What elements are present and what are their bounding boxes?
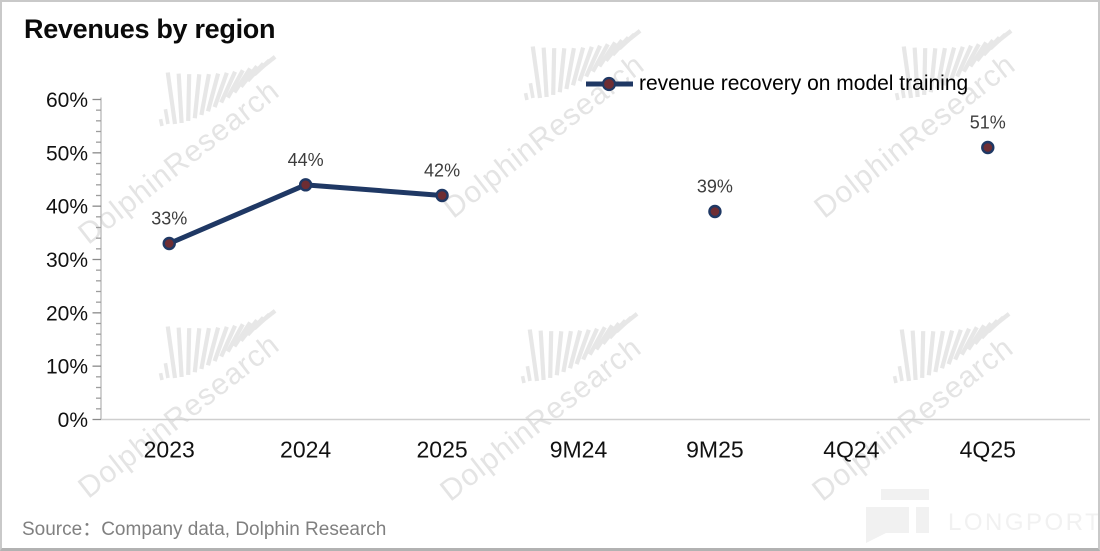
watermark-logo-bar — [995, 29, 1013, 44]
watermark-logo-icon — [523, 29, 642, 101]
watermark-logo-bar — [158, 118, 164, 127]
watermark-logo-bar — [176, 327, 184, 378]
watermark-logo-bar — [935, 47, 947, 90]
watermark-logo-bar — [564, 47, 576, 90]
watermark-logo-bar — [199, 327, 211, 370]
watermark-logo-bar — [523, 92, 529, 101]
watermark-logo-bar — [570, 47, 586, 86]
legend-label: revenue recovery on model training — [639, 72, 969, 95]
watermark-logo-bar — [894, 92, 900, 101]
longport-logo-slot — [909, 507, 916, 533]
watermark-logo-bar — [966, 324, 986, 351]
watermark-logo-bar — [624, 29, 642, 44]
watermark-logo-bar — [192, 328, 202, 373]
watermark-logo-bar — [163, 362, 170, 379]
watermark-logo-bar — [192, 74, 202, 119]
watermark-logo-bar — [186, 74, 192, 121]
watermark-logo-bar — [212, 326, 229, 362]
watermark-logo-bar — [581, 327, 599, 361]
watermark-logo-bar — [584, 44, 602, 78]
watermark-logo-bar — [955, 44, 973, 78]
watermark-logo-bar — [941, 47, 957, 86]
watermark-logo-bar — [922, 48, 928, 95]
watermark-logo-bar — [899, 329, 912, 382]
watermark-logo-bar — [165, 72, 178, 125]
watermark-logo-bar — [525, 365, 532, 382]
watermark-logo-bar — [232, 67, 252, 94]
watermark-logo-bar — [176, 73, 184, 124]
watermark-logo-bar — [587, 326, 607, 356]
watermark-logo-bar — [912, 47, 920, 98]
watermark-logo-bar — [527, 329, 540, 382]
watermark-logo-bar — [621, 312, 639, 327]
watermark-logo-bar — [577, 46, 594, 82]
watermark-logo-bar — [897, 365, 904, 382]
watermark-logo-bar — [219, 324, 237, 358]
watermark-logo-bar — [541, 47, 549, 98]
watermark-logo-bar — [158, 372, 164, 381]
watermark-logo-bar — [928, 48, 938, 93]
watermark-logo-bar — [205, 327, 221, 366]
longport-logo-topbar — [881, 489, 929, 500]
watermark-logo-bar — [948, 46, 965, 82]
watermark-logo-icon — [892, 312, 1011, 384]
watermark-logo-bar — [259, 55, 277, 70]
legend-line-marker-icon — [586, 76, 633, 92]
watermark-logo-bar — [968, 41, 988, 68]
brand-name-text: LONGPORT — [948, 509, 1100, 536]
legend-dot — [601, 76, 617, 92]
watermark-logo-bar — [551, 48, 557, 95]
watermark-logo-bar — [567, 330, 583, 369]
watermark-logo-bar — [528, 82, 535, 99]
watermark-logo-bar — [520, 375, 526, 384]
watermark-logo-bar — [574, 329, 591, 365]
watermark-logo-icon — [520, 312, 639, 384]
watermark-logo-bar — [530, 46, 543, 99]
chart-title: Revenues by region — [24, 14, 276, 44]
watermark-logo-bar — [899, 82, 906, 99]
watermark-logo-bar — [163, 108, 170, 125]
watermark-logo-bar — [961, 43, 981, 73]
watermark-logo-bar — [212, 72, 229, 108]
watermark-logo-bar — [259, 309, 277, 324]
watermark-logo-bar — [205, 73, 221, 112]
watermark-logo-bar — [892, 375, 898, 384]
brand-watermark: LONGPORT — [864, 487, 1100, 543]
watermark-logo-bar — [959, 326, 979, 356]
watermark-logo-bar — [538, 330, 546, 381]
watermark-logo-bar — [901, 46, 914, 99]
legend: revenue recovery on model training — [585, 72, 968, 96]
watermark-logo-bar — [939, 330, 955, 369]
watermark-logo-bar — [232, 321, 252, 348]
watermark-logo-bar — [590, 43, 610, 73]
watermark-logo-bar — [557, 48, 567, 93]
watermark-logo-bar — [946, 329, 963, 365]
watermark-logo-bar — [548, 331, 554, 378]
watermark-logo-bar — [920, 331, 926, 378]
watermark-logo-icon — [158, 309, 277, 381]
longport-logo-icon — [866, 489, 929, 543]
watermark-logo-bar — [199, 73, 211, 116]
watermark-logo-icon — [158, 55, 277, 127]
watermark-logo-icon — [894, 29, 1013, 101]
watermark-logo-bar — [933, 330, 945, 373]
watermark-logo-bar — [225, 69, 245, 99]
watermark-logo-bar — [594, 324, 614, 351]
source-text: Source：Company data, Dolphin Research — [22, 519, 387, 540]
watermark-logo-bar — [910, 330, 918, 381]
watermark-logo-bar — [993, 312, 1011, 327]
watermark-logo-bar — [225, 323, 245, 353]
watermark-logo-bar — [554, 331, 564, 376]
watermark-logo-bar — [926, 331, 936, 376]
watermark-logo-bar — [186, 328, 192, 375]
watermark-logo-bar — [219, 70, 237, 104]
watermark-logo-bar — [561, 330, 573, 373]
watermark-logo-bar — [597, 41, 617, 68]
watermark-logo-bar — [165, 326, 178, 379]
watermark-logo-bar — [953, 327, 971, 361]
